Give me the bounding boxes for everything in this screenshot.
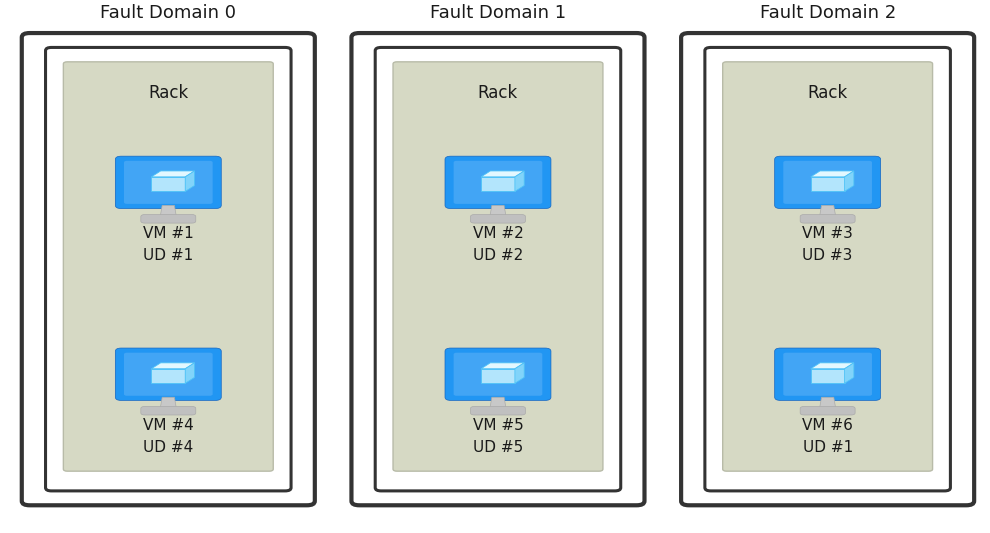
Polygon shape [185,363,195,383]
Polygon shape [481,171,525,177]
FancyBboxPatch shape [115,156,222,208]
FancyBboxPatch shape [115,348,222,400]
FancyBboxPatch shape [470,407,526,415]
Polygon shape [811,177,844,191]
FancyBboxPatch shape [393,62,603,471]
FancyBboxPatch shape [124,353,213,396]
FancyBboxPatch shape [453,353,543,396]
FancyBboxPatch shape [63,62,273,471]
Polygon shape [489,205,507,219]
Text: Fault Domain 1: Fault Domain 1 [430,4,566,22]
FancyBboxPatch shape [783,353,872,396]
Polygon shape [844,171,854,191]
FancyBboxPatch shape [446,156,550,208]
FancyBboxPatch shape [723,62,933,471]
Polygon shape [151,369,185,383]
Polygon shape [811,363,854,369]
Text: Fault Domain 2: Fault Domain 2 [759,4,896,22]
FancyBboxPatch shape [446,348,550,400]
Polygon shape [515,171,525,191]
FancyBboxPatch shape [46,47,291,491]
Text: VM #3
UD #3: VM #3 UD #3 [802,226,853,263]
FancyBboxPatch shape [800,215,855,223]
Text: Rack: Rack [808,84,847,102]
Text: VM #2
UD #2: VM #2 UD #2 [472,226,524,263]
Polygon shape [481,363,525,369]
FancyBboxPatch shape [774,156,881,208]
Polygon shape [159,205,177,219]
Text: VM #1
UD #1: VM #1 UD #1 [143,226,194,263]
FancyBboxPatch shape [124,161,213,204]
Polygon shape [481,369,515,383]
Text: VM #5
UD #5: VM #5 UD #5 [472,418,524,455]
FancyBboxPatch shape [141,215,196,223]
Polygon shape [151,363,195,369]
Polygon shape [159,397,177,411]
Polygon shape [811,369,844,383]
Polygon shape [185,171,195,191]
Text: VM #4
UD #4: VM #4 UD #4 [143,418,194,455]
Polygon shape [481,177,515,191]
Polygon shape [819,397,837,411]
FancyBboxPatch shape [141,407,196,415]
FancyBboxPatch shape [453,161,543,204]
FancyBboxPatch shape [800,407,855,415]
Text: Rack: Rack [478,84,518,102]
FancyBboxPatch shape [705,47,950,491]
FancyBboxPatch shape [22,33,315,505]
FancyBboxPatch shape [470,215,526,223]
Polygon shape [811,171,854,177]
FancyBboxPatch shape [351,33,644,505]
Text: VM #6
UD #1: VM #6 UD #1 [802,418,853,455]
Polygon shape [151,171,195,177]
FancyBboxPatch shape [681,33,974,505]
FancyBboxPatch shape [783,161,872,204]
Text: Fault Domain 0: Fault Domain 0 [100,4,237,22]
Polygon shape [489,397,507,411]
FancyBboxPatch shape [774,348,881,400]
Text: Rack: Rack [148,84,188,102]
Polygon shape [515,363,525,383]
Polygon shape [819,205,837,219]
Polygon shape [844,363,854,383]
FancyBboxPatch shape [375,47,621,491]
Polygon shape [151,177,185,191]
